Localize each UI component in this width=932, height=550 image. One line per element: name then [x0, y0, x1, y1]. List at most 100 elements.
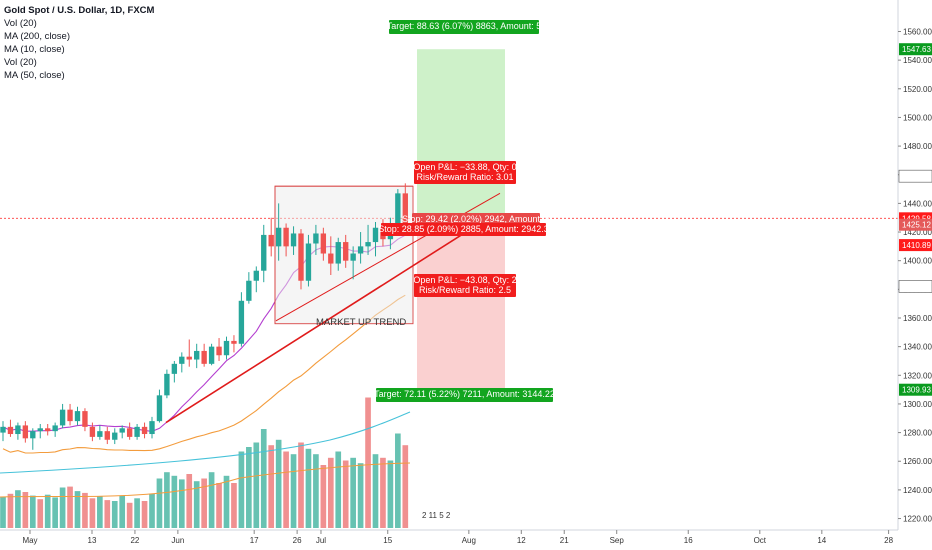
candle-body: [89, 426, 96, 437]
volume-bar: [372, 454, 379, 528]
x-tick-label: Jul: [316, 536, 326, 545]
volume-bar: [238, 451, 245, 528]
candle-body: [290, 233, 297, 247]
y-tick-label: 1340.00: [903, 343, 932, 352]
candle-body: [365, 242, 371, 247]
volume-bar: [268, 445, 275, 528]
target-bottom-label: Target: 72.11 (5.22%) 7211, Amount: 3144…: [374, 388, 555, 402]
indicator-ma-10[interactable]: MA (10, close): [4, 44, 65, 55]
stop-label-text: Stop: 28.85 (2.09%) 2885, Amount: 2942.3: [378, 224, 549, 234]
upper-pnl-box-text: Open P&L: −33.88, Qty: 0: [413, 162, 516, 172]
price-badge-text: 1382.04: [902, 282, 931, 291]
y-tick-label: 1540.00: [903, 56, 932, 65]
candle-body: [350, 253, 356, 261]
candle-body: [112, 432, 118, 440]
y-tick-label: 1520.00: [903, 85, 932, 94]
y-tick-label: 1260.00: [903, 457, 932, 466]
x-tick-label: Sep: [610, 536, 625, 545]
indicator-vol-20[interactable]: Vol (20): [4, 18, 37, 29]
candle-body: [186, 356, 192, 360]
candle-body: [275, 227, 282, 247]
candle-body: [268, 234, 274, 247]
lower-pnl-box-bg: [414, 274, 516, 297]
volume-bar: [223, 475, 230, 528]
candle-body: [261, 234, 267, 271]
y-tick-label: 1420.00: [903, 228, 932, 237]
x-tick-label: 12: [517, 536, 526, 545]
y-tick-label: 1560.00: [903, 27, 932, 36]
volume-bars: [0, 397, 409, 528]
candle-body: [208, 346, 215, 364]
x-tick-label: 15: [383, 536, 392, 545]
x-tick-label: Aug: [462, 536, 476, 545]
volume-bar: [275, 439, 282, 528]
trend-line-main: [165, 231, 467, 424]
target-top-label: Target: 88.63 (6.07%) 8863, Amount: 5: [387, 20, 541, 34]
chart-legend: Gold Spot / U.S. Dollar, 1D, FXCM Vol (2…: [4, 4, 154, 82]
price-badge: [899, 239, 932, 252]
y-tick-label: 1220.00: [903, 515, 932, 524]
candle-body: [0, 426, 6, 433]
candles: [0, 183, 408, 450]
volume-bar: [283, 451, 289, 528]
stop-label-bg: [381, 223, 546, 236]
candle-body: [164, 373, 170, 396]
candle-body: [298, 233, 304, 281]
volume-bar: [82, 492, 88, 528]
pattern-outline: [274, 185, 413, 324]
y-tick-label: 1400.00: [903, 257, 932, 266]
x-tick-label: Jun: [171, 536, 184, 545]
candle-body: [52, 425, 58, 432]
price-badge: [898, 280, 932, 293]
volume-bar: [387, 460, 394, 528]
profit-zone: [417, 49, 505, 219]
x-tick-label: 17: [250, 536, 259, 545]
target-top-label-bg: [389, 20, 539, 34]
volume-bar: [260, 429, 267, 528]
candle-body: [343, 242, 349, 261]
price-badge-text: 1425.12: [902, 221, 931, 230]
volume-bar: [298, 442, 304, 528]
candle-body: [357, 246, 364, 254]
stop-label: Stop: 28.85 (2.09%) 2885, Amount: 2942.3: [378, 223, 549, 236]
volume-bar: [156, 478, 163, 528]
upper-pnl-box-bg: [414, 161, 516, 184]
indicator-ma-200[interactable]: MA (200, close): [4, 31, 70, 42]
y-tick-label: 1360.00: [903, 314, 932, 323]
volume-bar: [97, 496, 103, 528]
candle-body: [372, 227, 379, 243]
indicator-vol-20-second[interactable]: Vol (20): [4, 57, 37, 68]
candle-body: [179, 356, 185, 364]
candle-body: [59, 409, 66, 426]
volume-bar: [29, 495, 36, 528]
candle-body: [104, 431, 110, 440]
x-tick-label: 21: [560, 536, 569, 545]
candle-body: [22, 425, 29, 439]
x-tick-label: 14: [817, 536, 826, 545]
price-axis-bg: [898, 0, 932, 550]
entry-label-text: Stop: 29.42 (2.02%) 2942, Amount: 5: [402, 214, 550, 224]
price-badge-text: 1309.93: [902, 386, 931, 395]
volume-bar: [357, 463, 364, 528]
entry-label-bg: [412, 213, 540, 223]
position-zones: [0, 49, 898, 390]
volume-bar: [89, 498, 96, 528]
candle-body: [246, 280, 252, 301]
symbol-title[interactable]: Gold Spot / U.S. Dollar, 1D, FXCM: [4, 5, 155, 16]
candle-body: [395, 193, 401, 224]
candle-body: [156, 395, 163, 422]
candle-body: [141, 426, 148, 435]
candle-body: [97, 431, 103, 437]
y-tick-label: 1480.00: [903, 142, 932, 151]
candle-body: [402, 193, 408, 224]
indicator-ma-50[interactable]: MA (50, close): [4, 70, 65, 81]
volume-bar: [119, 495, 126, 528]
volume-bar: [37, 499, 44, 528]
candle-body: [171, 363, 178, 374]
volume-bar: [193, 481, 200, 528]
entry-label: Stop: 29.42 (2.02%) 2942, Amount: 5: [402, 213, 550, 224]
x-tick-label: 26: [293, 536, 302, 545]
candle-body: [231, 340, 237, 344]
